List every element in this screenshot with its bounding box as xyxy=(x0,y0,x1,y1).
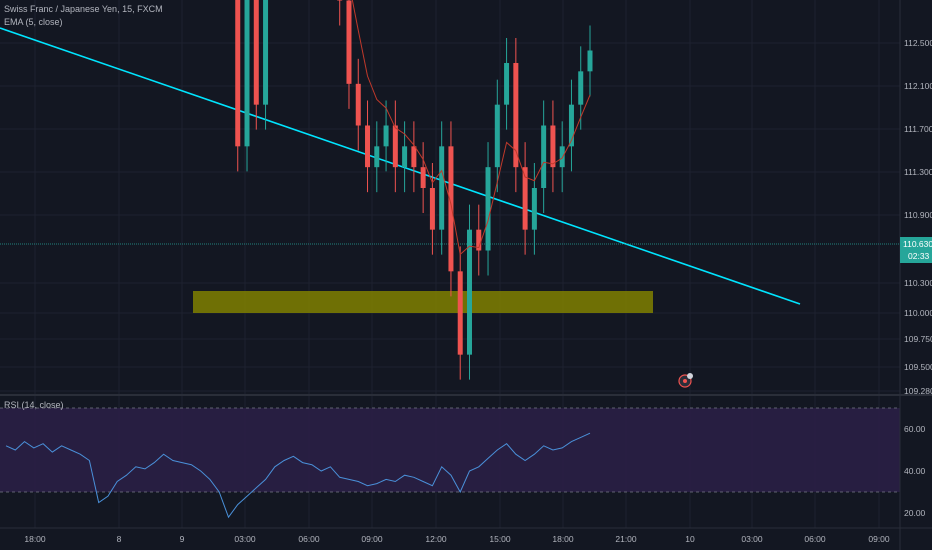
price-tick: 110.900 xyxy=(904,210,932,220)
time-tick: 9 xyxy=(180,534,185,544)
candle xyxy=(411,121,417,193)
candle xyxy=(476,204,482,276)
price-tick: 109.750 xyxy=(904,334,932,344)
time-tick: 15:00 xyxy=(489,534,511,544)
time-tick: 10 xyxy=(685,534,695,544)
candle xyxy=(263,0,269,130)
candle xyxy=(531,163,537,255)
candle xyxy=(429,163,435,255)
candle xyxy=(420,142,426,213)
candle xyxy=(541,100,547,213)
candle xyxy=(235,0,241,172)
time-tick: 03:00 xyxy=(741,534,763,544)
time-tick: 03:00 xyxy=(234,534,256,544)
trendline[interactable] xyxy=(0,27,801,305)
time-tick: 18:00 xyxy=(24,534,46,544)
time-axis[interactable]: 18:00 8 9 03:00 06:00 09:00 12:00 15:00 18:00 21:… xyxy=(24,534,890,544)
candle xyxy=(513,38,519,193)
candle xyxy=(568,79,574,172)
time-tick: 21:00 xyxy=(615,534,637,544)
time-tick: 8 xyxy=(117,534,122,544)
candle xyxy=(402,121,408,193)
candle xyxy=(494,79,500,193)
candle xyxy=(522,142,528,255)
time-tick: 09:00 xyxy=(868,534,890,544)
time-tick: 12:00 xyxy=(425,534,447,544)
candle xyxy=(365,100,371,193)
alert-clock-icon[interactable] xyxy=(678,373,693,388)
time-tick: 09:00 xyxy=(361,534,383,544)
time-tick: 06:00 xyxy=(298,534,320,544)
support-zone[interactable] xyxy=(193,291,653,313)
rsi-legend[interactable]: RSI (14, close) xyxy=(4,400,64,410)
candle xyxy=(337,0,343,26)
price-tick: 112.100 xyxy=(904,81,932,91)
candle xyxy=(504,38,510,130)
candle xyxy=(355,58,361,151)
price-tick: 109.280 xyxy=(904,386,932,396)
current-price-value: 110.630 xyxy=(903,239,932,249)
candle xyxy=(550,100,556,193)
candle xyxy=(253,0,259,130)
rsi-tick: 60.00 xyxy=(904,424,926,434)
candle xyxy=(448,121,454,297)
candle xyxy=(559,121,565,193)
price-tick: 111.300 xyxy=(904,167,932,177)
candle xyxy=(457,246,463,380)
rsi-tick: 20.00 xyxy=(904,508,926,518)
ema-legend[interactable]: EMA (5, close) xyxy=(4,17,63,27)
time-tick: 18:00 xyxy=(552,534,574,544)
price-tick: 110.300 xyxy=(904,278,932,288)
candle xyxy=(466,204,472,380)
candle xyxy=(578,46,584,130)
rsi-line xyxy=(5,432,591,519)
candle xyxy=(383,100,389,172)
candle xyxy=(439,121,445,255)
candle xyxy=(244,0,250,172)
rsi-tick: 40.00 xyxy=(904,466,926,476)
rsi-axis[interactable]: 60.00 40.00 20.00 xyxy=(904,424,926,518)
price-tick: 112.500 xyxy=(904,38,932,48)
candle xyxy=(392,100,398,193)
ema-line xyxy=(351,0,591,256)
current-price-tag: 110.630 02:33 xyxy=(900,237,932,263)
candle xyxy=(485,142,491,276)
price-tick: 109.500 xyxy=(904,362,932,372)
rsi-band xyxy=(0,408,900,492)
price-axis[interactable]: 112.500 112.100 111.700 111.300 110.900 110.3… xyxy=(904,38,932,396)
symbol-legend[interactable]: Swiss Franc / Japanese Yen, 15, FXCM xyxy=(4,4,163,14)
time-tick: 06:00 xyxy=(804,534,826,544)
candle xyxy=(346,0,352,109)
price-tick: 111.700 xyxy=(904,124,932,134)
candle xyxy=(374,121,380,193)
candle xyxy=(587,25,593,97)
price-tick: 110.000 xyxy=(904,308,932,318)
countdown-timer: 02:33 xyxy=(908,251,930,261)
candles xyxy=(235,0,593,380)
